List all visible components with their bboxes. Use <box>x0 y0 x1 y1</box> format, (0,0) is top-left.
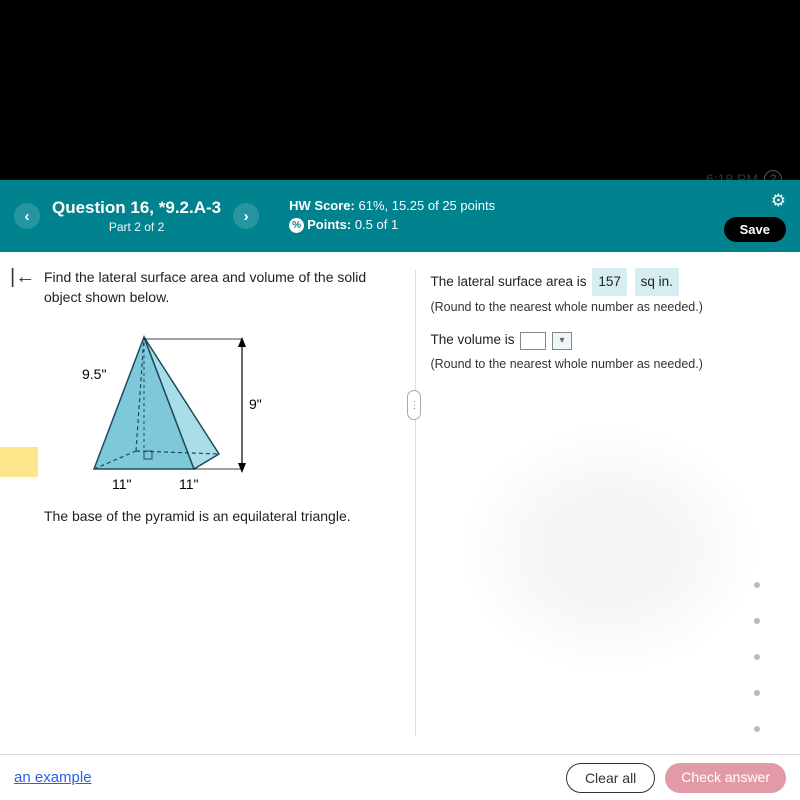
problem-prompt: Find the lateral surface area and volume… <box>44 268 401 307</box>
question-title-block: Question 16, *9.2.A-3 Part 2 of 2 <box>52 198 221 234</box>
label-base-left: 11" <box>112 476 132 492</box>
label-height: 9" <box>249 396 262 412</box>
lsa-unit: sq in. <box>635 268 679 296</box>
decorative-dots <box>754 582 760 768</box>
volume-pre: The volume is <box>430 332 514 347</box>
question-title: Question 16, *9.2.A-3 <box>52 198 221 218</box>
content-area: |← Find the lateral surface area and vol… <box>0 252 800 754</box>
problem-column: |← Find the lateral surface area and vol… <box>0 252 415 754</box>
volume-input[interactable] <box>520 332 546 350</box>
device-black-area <box>0 0 800 180</box>
label-base-right: 11" <box>179 476 199 492</box>
column-divider: ⋮ <box>415 270 416 736</box>
clear-all-button[interactable]: Clear all <box>566 763 655 793</box>
gear-icon[interactable]: ⚙ <box>771 191 786 211</box>
resize-handle-icon[interactable]: ⋮ <box>407 390 421 420</box>
pyramid-diagram: 9.5" 9" 11" 11" <box>44 319 284 504</box>
score-block: HW Score: 61%, 15.25 of 25 points %Point… <box>289 197 495 235</box>
diagram-caption: The base of the pyramid is an equilatera… <box>44 508 401 524</box>
prev-question-button[interactable]: ‹ <box>14 203 40 229</box>
check-answer-button[interactable]: Check answer <box>665 763 786 793</box>
label-slant: 9.5" <box>82 366 106 382</box>
example-link[interactable]: an example <box>14 769 92 786</box>
volume-unit-dropdown[interactable]: ▾ <box>552 332 572 350</box>
question-part: Part 2 of 2 <box>52 220 221 234</box>
question-header: ‹ Question 16, *9.2.A-3 Part 2 of 2 › HW… <box>0 180 800 252</box>
footer-bar: an example Clear all Check answer <box>0 754 800 800</box>
points-badge-icon: % <box>289 218 304 233</box>
save-button[interactable]: Save <box>724 217 786 242</box>
round-hint-1: (Round to the nearest whole number as ne… <box>430 296 786 320</box>
collapse-icon[interactable]: |← <box>10 266 35 289</box>
lsa-value[interactable]: 157 <box>592 268 627 296</box>
lsa-pre: The lateral surface area is <box>430 274 586 289</box>
next-question-button[interactable]: › <box>233 203 259 229</box>
round-hint-2: (Round to the nearest whole number as ne… <box>430 353 786 377</box>
answer-column: The lateral surface area is 157 sq in. (… <box>416 252 800 754</box>
